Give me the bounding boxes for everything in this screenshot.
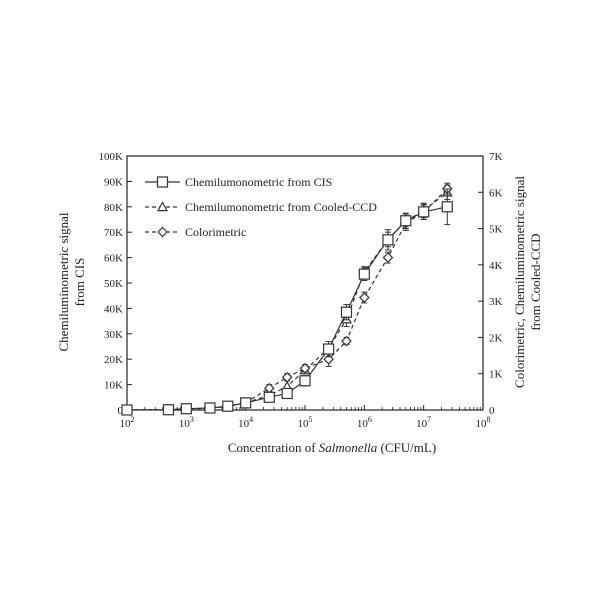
y-axis-left-label-line2: from CIS xyxy=(72,258,87,307)
y-right-tick-label: 6K xyxy=(489,187,503,199)
legend-label: Chemilumonometric from CIS xyxy=(185,175,332,189)
y-left-tick-label: 0 xyxy=(118,405,124,417)
square-marker xyxy=(400,215,412,227)
diamond-marker xyxy=(358,292,370,303)
square-marker xyxy=(382,234,394,246)
x-tick-label: 107 xyxy=(416,415,431,430)
y-left-tick-label: 90K xyxy=(104,176,123,188)
x-tick-label: 102 xyxy=(120,415,135,430)
y-left-tick-label: 40K xyxy=(104,303,123,315)
series-layer xyxy=(121,182,453,416)
square-marker xyxy=(299,375,311,387)
diamond-marker xyxy=(157,226,168,238)
square-marker xyxy=(180,403,192,415)
square-marker xyxy=(121,404,133,416)
square-marker xyxy=(156,176,169,188)
y-right-tick-label: 1K xyxy=(489,369,503,381)
y-right-tick-label: 0 xyxy=(489,405,495,417)
square-marker xyxy=(263,391,275,403)
series-square xyxy=(121,188,453,416)
x-tick-label: 106 xyxy=(357,415,372,430)
y-left-tick-label: 20K xyxy=(104,354,123,366)
y-left-tick-label: 100K xyxy=(99,151,124,163)
square-marker xyxy=(418,206,430,218)
diamond-marker xyxy=(281,371,293,383)
y-left-tick-label: 80K xyxy=(104,202,123,214)
legend-label: Colorimetric xyxy=(185,225,246,239)
y-axis-right-label-line1: Colorimetric, Chemiluminometric signal xyxy=(512,176,527,388)
y-right-tick-label: 2K xyxy=(489,332,503,344)
square-marker xyxy=(281,387,293,400)
square-marker xyxy=(441,201,453,213)
y-left-tick-label: 30K xyxy=(104,329,123,341)
triangle-marker xyxy=(156,201,169,212)
y-right-tick-label: 3K xyxy=(489,296,503,308)
x-tick-label: 104 xyxy=(238,415,253,430)
y-axis-right-label-line2: from Cooled-CCD xyxy=(528,233,543,330)
y-right-tick-label: 5K xyxy=(489,224,503,236)
y-left-tick-label: 70K xyxy=(104,227,123,239)
diamond-marker xyxy=(263,382,275,394)
y-left-tick-label: 10K xyxy=(104,380,123,392)
x-tick-label: 103 xyxy=(179,415,194,430)
square-marker xyxy=(358,268,370,280)
x-tick-label: 105 xyxy=(298,415,313,430)
y-axis-left-label-line1: Chemiluminometric signal xyxy=(56,212,71,351)
square-marker xyxy=(340,306,353,318)
diamond-marker xyxy=(299,362,311,374)
x-tick-label: 108 xyxy=(476,415,491,430)
square-marker xyxy=(323,343,335,355)
diamond-marker xyxy=(341,335,352,347)
x-axis-label: Concentration of Salmonella (CFU/mL) xyxy=(228,440,436,455)
square-marker xyxy=(204,402,216,414)
square-marker xyxy=(162,404,175,416)
square-marker xyxy=(222,400,234,412)
square-marker xyxy=(240,397,252,409)
legend-label: Chemilumonometric from Cooled-CCD xyxy=(185,200,377,214)
y-right-tick-label: 7K xyxy=(489,151,503,163)
axes: 0 10K 20K 30K 40K 50K 60K 70K 80K 90K 100K 0 1K 2K 3K 4… xyxy=(99,151,503,430)
y-right-tick-label: 4K xyxy=(489,260,503,272)
series-line xyxy=(126,206,448,411)
y-left-tick-label: 50K xyxy=(104,278,123,290)
legend: Chemilumonometric from CIS Chemilumonomet… xyxy=(145,175,377,239)
y-left-tick-label: 60K xyxy=(104,253,123,265)
diamond-marker xyxy=(382,252,394,263)
